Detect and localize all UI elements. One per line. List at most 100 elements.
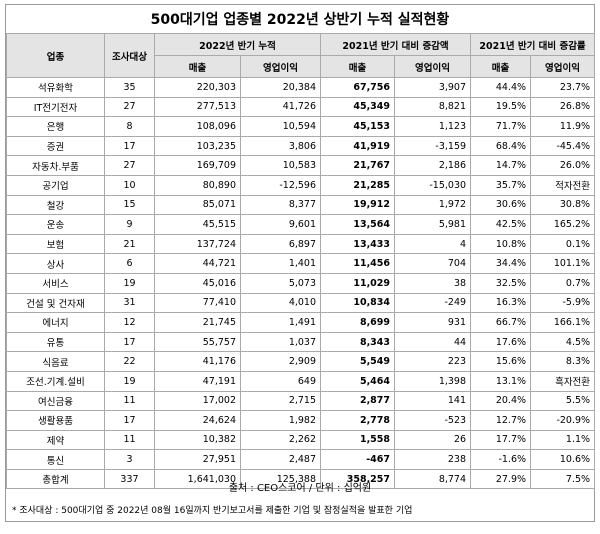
table-cell: 11 — [104, 429, 155, 451]
table-cell: 3,907 — [394, 77, 472, 98]
table-cell: 5.5% — [530, 390, 596, 412]
table-cell: 27,951 — [154, 449, 241, 470]
table-cell: IT전기전자 — [6, 96, 105, 118]
table-cell: 1,982 — [239, 410, 322, 431]
header-cell: 영업이익 — [394, 55, 472, 78]
table-cell: 보험 — [6, 233, 105, 255]
table-row: IT전기전자 27 277,513 41,726 45,349 8,821 19.5% 26.… — [6, 96, 596, 118]
table-cell: 30.6% — [470, 194, 532, 216]
table-cell: 137,724 — [154, 233, 241, 255]
table-cell: 44.4% — [470, 77, 532, 98]
table-cell: 649 — [239, 370, 322, 392]
table-cell: 여신금융 — [6, 390, 105, 412]
table-cell: 11.9% — [530, 116, 596, 137]
table-row: 건설 및 건자재 31 77,410 4,010 10,834 -249 16.3% -5.9… — [6, 292, 596, 314]
title: 500대기업 업종별 2022년 상반기 누적 실적현황 — [150, 12, 450, 28]
table-cell: 45,016 — [154, 272, 241, 294]
table-cell: -20.9% — [530, 410, 596, 431]
table-cell: 77,410 — [154, 292, 241, 314]
table-row: 서비스 19 45,016 5,073 11,029 38 32.5% 0.7% — [6, 272, 596, 294]
table-cell: 10.8% — [470, 233, 532, 255]
table-cell: 35 — [104, 77, 155, 98]
table-cell: 생활용품 — [6, 410, 105, 431]
table-cell: 자동차.부품 — [6, 155, 105, 176]
table-cell: 1.1% — [530, 429, 596, 451]
table-cell: 2,877 — [320, 390, 396, 412]
table-cell: 4.5% — [530, 331, 596, 353]
table-cell: 41,919 — [320, 135, 396, 157]
table-cell: 41,726 — [239, 96, 322, 118]
table-cell: 적자전환 — [530, 174, 596, 196]
table-cell: 125,388 — [239, 468, 322, 490]
table-row: 공기업 10 80,890 -12,596 21,285 -15,030 35.7% 적자전환 — [6, 174, 596, 196]
table-cell: 85,071 — [154, 194, 241, 216]
table-cell: -15,030 — [394, 174, 472, 196]
table-cell: 103,235 — [154, 135, 241, 157]
table-cell: 8,774 — [394, 468, 472, 490]
table-cell: 1,398 — [394, 370, 472, 392]
table-cell: 2,715 — [239, 390, 322, 412]
table-cell: 24,624 — [154, 410, 241, 431]
table-cell: -467 — [320, 449, 396, 470]
table-cell: 19.5% — [470, 96, 532, 118]
table-cell: 2,262 — [239, 429, 322, 451]
table-cell: 10,382 — [154, 429, 241, 451]
table-cell: 21,745 — [154, 312, 241, 333]
table-cell: 12 — [104, 312, 155, 333]
table-cell: 238 — [394, 449, 472, 470]
table-cell: 0.1% — [530, 233, 596, 255]
table-cell: 11,456 — [320, 253, 396, 274]
table-cell: 식음료 — [6, 351, 105, 372]
table-cell: 68.4% — [470, 135, 532, 157]
table-cell: -523 — [394, 410, 472, 431]
header-cell: 2022년 반기 누적 — [153, 33, 322, 56]
table-cell: 8,377 — [239, 194, 322, 216]
table-cell: 31 — [104, 292, 155, 314]
table-cell: 9,601 — [239, 214, 322, 235]
table-cell: 55,757 — [154, 331, 241, 353]
table: 업종 조사대상 2022년 반기 누적 2021년 반기 대비 증감액 2021… — [6, 33, 596, 490]
table-cell: 19 — [104, 272, 155, 294]
table-cell: 7.5% — [530, 468, 596, 490]
table-cell: 67,756 — [320, 77, 396, 98]
table-row: 석유화학 35 220,303 20,384 67,756 3,907 44.4% 23.7% — [6, 77, 596, 98]
table-cell: 223 — [394, 351, 472, 372]
table-cell: 15.6% — [470, 351, 532, 372]
table-cell: 66.7% — [470, 312, 532, 333]
table-cell: 45,153 — [320, 116, 396, 137]
table-row: 제약 11 10,382 2,262 1,558 26 17.7% 1.1% — [6, 429, 596, 451]
table-cell: 10,583 — [239, 155, 322, 176]
table-cell: 17.7% — [470, 429, 532, 451]
table-row: 철강 15 85,071 8,377 19,912 1,972 30.6% 30.8% — [6, 194, 596, 216]
table-cell: 15 — [104, 194, 155, 216]
table-cell: 27 — [104, 155, 155, 176]
table-cell: 45,349 — [320, 96, 396, 118]
table-cell: -45.4% — [530, 135, 596, 157]
table-cell: 26 — [394, 429, 472, 451]
table-cell: 2,909 — [239, 351, 322, 372]
header-cell: 2021년 반기 대비 증감액 — [320, 33, 472, 56]
table-cell: 21,285 — [320, 174, 396, 196]
table-cell: 26.8% — [530, 96, 596, 118]
table-cell: -1.6% — [470, 449, 532, 470]
table-cell: 에너지 — [6, 312, 105, 333]
table-cell: 17.6% — [470, 331, 532, 353]
table-cell: 165.2% — [530, 214, 596, 235]
table-row: 통신 3 27,951 2,487 -467 238 -1.6% 10.6% — [6, 449, 596, 470]
table-cell: 44 — [394, 331, 472, 353]
table-cell: 3 — [104, 449, 155, 470]
table-cell: 12.7% — [470, 410, 532, 431]
table-cell: 4,010 — [239, 292, 322, 314]
table-cell: 20.4% — [470, 390, 532, 412]
table-cell: -12,596 — [239, 174, 322, 196]
table-cell: 5,464 — [320, 370, 396, 392]
table-cell: 5,549 — [320, 351, 396, 372]
table-cell: 931 — [394, 312, 472, 333]
table-cell: 21,767 — [320, 155, 396, 176]
table-cell: 47,191 — [154, 370, 241, 392]
table-row: 총합계 337 1,641,030 125,388 358,257 8,774 27.9% 7… — [6, 468, 596, 490]
table-cell: 유통 — [6, 331, 105, 353]
header-cell: 매출 — [320, 55, 396, 78]
table-cell: 220,303 — [154, 77, 241, 98]
table-cell: 제약 — [6, 429, 105, 451]
